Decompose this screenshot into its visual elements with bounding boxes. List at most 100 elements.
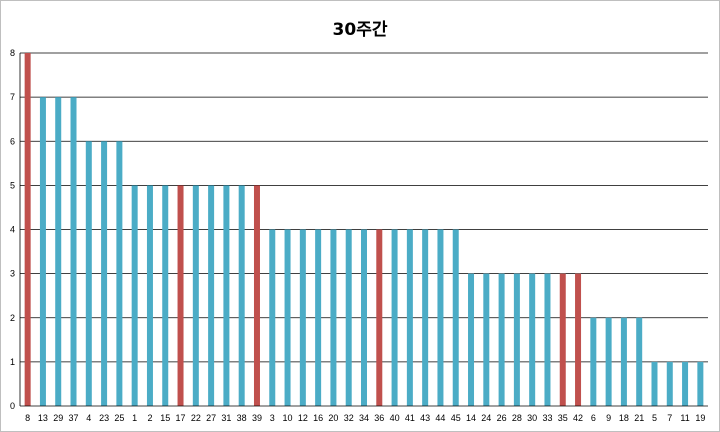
bar-42 [575,273,582,406]
bar-3 [269,229,276,406]
x-tick-label: 35 [558,413,568,423]
x-tick-label: 4 [86,413,91,423]
x-tick-label: 17 [176,413,186,423]
bar-35 [559,273,566,406]
y-tick-label: 4 [10,225,15,235]
y-tick-label: 0 [10,401,15,411]
x-tick-label: 22 [191,413,201,423]
bar-26 [498,273,505,406]
bar-39 [253,185,260,406]
bar-29 [55,97,62,406]
bar-32 [345,229,352,406]
x-tick-label: 1 [132,413,137,423]
bar-44 [437,229,444,406]
bar-25 [116,141,123,406]
x-tick-label: 43 [420,413,430,423]
y-tick-label: 5 [10,180,15,190]
x-tick-label: 34 [359,413,369,423]
y-tick-label: 8 [10,48,15,58]
bar-5 [651,361,658,406]
x-tick-label: 6 [591,413,596,423]
bar-40 [391,229,398,406]
bar-30 [529,273,536,406]
x-tick-label: 39 [252,413,262,423]
x-tick-label: 36 [374,413,384,423]
x-tick-label: 21 [634,413,644,423]
bar-12 [299,229,306,406]
bar-18 [620,317,627,406]
x-tick-label: 37 [69,413,79,423]
x-tick-label: 44 [435,413,445,423]
bar-13 [39,97,46,406]
y-tick-label: 1 [10,357,15,367]
x-tick-label: 24 [481,413,491,423]
bar-11 [682,361,689,406]
bar-27 [208,185,215,406]
bar-21 [636,317,643,406]
y-tick-label: 6 [10,136,15,146]
bar-1 [131,185,138,406]
x-tick-label: 29 [53,413,63,423]
bar-28 [513,273,520,406]
x-tick-label: 14 [466,413,476,423]
x-tick-label: 3 [270,413,275,423]
x-tick-label: 18 [619,413,629,423]
x-tick-label: 12 [298,413,308,423]
bar-23 [101,141,108,406]
y-tick-label: 2 [10,313,15,323]
x-tick-label: 11 [680,413,689,423]
x-tick-label: 10 [283,413,293,423]
x-tick-label: 33 [542,413,552,423]
bar-36 [376,229,383,406]
x-tick-label: 25 [114,413,124,423]
x-tick-label: 45 [451,413,461,423]
bar-34 [361,229,367,406]
x-tick-label: 8 [25,413,30,423]
x-tick-label: 13 [38,413,48,423]
x-tick-label: 40 [390,413,400,423]
x-tick-label: 31 [221,413,231,423]
bar-15 [162,185,169,406]
x-tick-label: 9 [606,413,611,423]
y-tick-label: 3 [10,269,15,279]
bar-45 [452,229,459,406]
bar-41 [406,229,413,406]
bar-10 [284,229,291,406]
bar-7 [666,361,673,406]
x-tick-label: 27 [206,413,216,423]
x-tick-label: 19 [695,413,705,423]
y-tick-label: 7 [10,92,15,102]
bar-22 [192,185,199,406]
x-tick-label: 41 [405,413,415,423]
bar-4 [85,141,92,406]
chart-title: 30주간 [332,20,388,40]
bar-43 [422,229,429,406]
bar-6 [590,317,597,406]
bar-2 [146,185,153,406]
bar-9 [605,317,612,406]
bar-17 [177,185,184,406]
x-tick-label: 2 [147,413,152,423]
x-tick-label: 5 [652,413,657,423]
x-tick-label: 28 [512,413,522,423]
bar-37 [70,97,77,406]
bar-31 [223,185,230,406]
bar-24 [483,273,490,406]
bar-38 [238,185,245,406]
x-tick-label: 38 [237,413,247,423]
x-tick-label: 42 [573,413,583,423]
bar-20 [330,229,337,406]
x-tick-label: 15 [160,413,170,423]
x-tick-label: 32 [344,413,354,423]
bar-19 [697,361,704,406]
x-tick-label: 26 [497,413,507,423]
x-tick-label: 7 [667,413,672,423]
bar-16 [315,229,322,406]
bar-14 [468,273,475,406]
bar-8 [24,53,31,406]
x-tick-label: 20 [328,413,338,423]
x-tick-label: 23 [99,413,109,423]
x-tick-label: 30 [527,413,537,423]
